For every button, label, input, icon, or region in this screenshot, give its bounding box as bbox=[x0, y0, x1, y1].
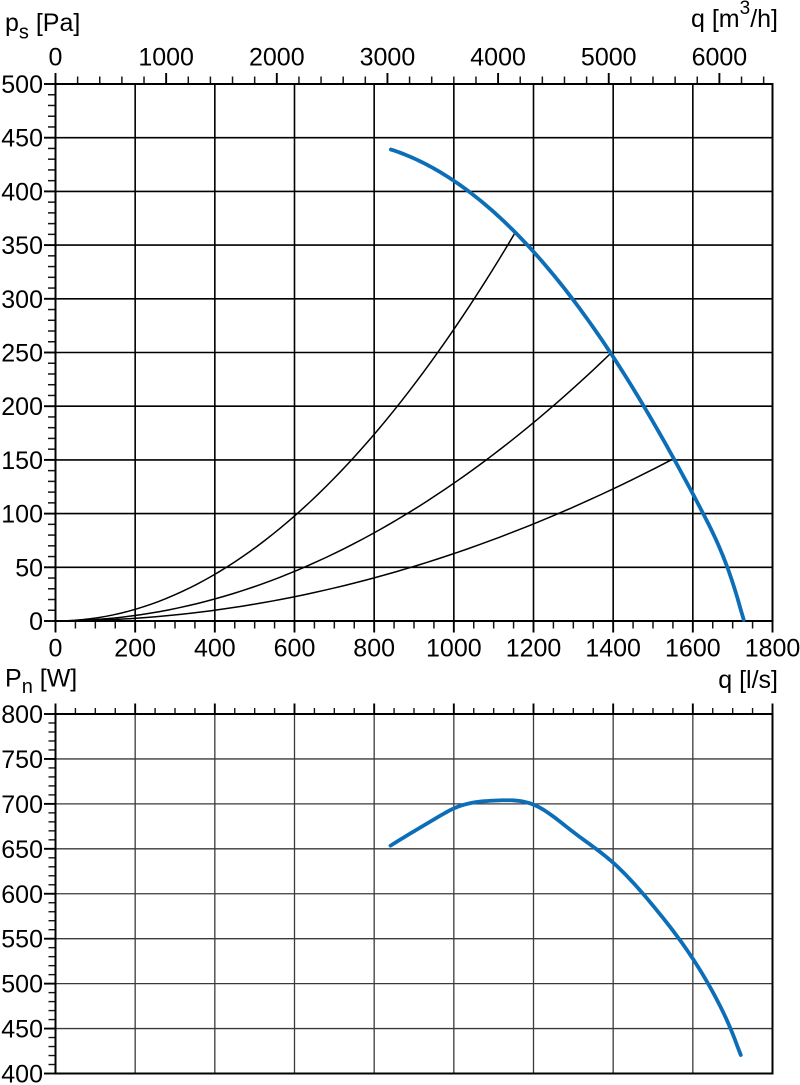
svg-text:600: 600 bbox=[1, 881, 43, 909]
svg-text:0: 0 bbox=[29, 608, 43, 636]
svg-text:700: 700 bbox=[1, 791, 43, 819]
svg-text:1600: 1600 bbox=[665, 635, 721, 663]
svg-text:750: 750 bbox=[1, 746, 43, 774]
svg-text:1400: 1400 bbox=[585, 635, 641, 663]
svg-text:400: 400 bbox=[1, 178, 43, 206]
svg-text:1000: 1000 bbox=[138, 44, 194, 72]
svg-text:450: 450 bbox=[1, 1016, 43, 1044]
svg-text:500: 500 bbox=[1, 971, 43, 999]
svg-text:3000: 3000 bbox=[360, 44, 416, 72]
svg-text:2000: 2000 bbox=[249, 44, 305, 72]
svg-text:550: 550 bbox=[1, 926, 43, 954]
svg-text:100: 100 bbox=[1, 501, 43, 529]
svg-text:50: 50 bbox=[15, 554, 43, 582]
svg-text:250: 250 bbox=[1, 340, 43, 368]
svg-text:6000: 6000 bbox=[692, 44, 748, 72]
svg-text:400: 400 bbox=[194, 635, 236, 663]
svg-text:q [l/s]: q [l/s] bbox=[718, 666, 778, 694]
svg-text:1200: 1200 bbox=[506, 635, 562, 663]
svg-text:0: 0 bbox=[49, 44, 63, 72]
svg-text:1000: 1000 bbox=[426, 635, 482, 663]
svg-text:5000: 5000 bbox=[581, 44, 637, 72]
svg-text:0: 0 bbox=[49, 635, 63, 663]
svg-text:Pn [W]: Pn [W] bbox=[5, 665, 77, 699]
svg-text:q [m3/h]: q [m3/h] bbox=[691, 0, 778, 33]
svg-text:400: 400 bbox=[1, 1061, 43, 1085]
svg-text:200: 200 bbox=[1, 393, 43, 421]
svg-text:1800: 1800 bbox=[745, 635, 800, 663]
svg-text:800: 800 bbox=[353, 635, 395, 663]
svg-text:800: 800 bbox=[1, 701, 43, 729]
svg-text:200: 200 bbox=[114, 635, 156, 663]
svg-text:300: 300 bbox=[1, 286, 43, 314]
svg-text:600: 600 bbox=[274, 635, 316, 663]
svg-text:500: 500 bbox=[1, 71, 43, 99]
svg-text:4000: 4000 bbox=[470, 44, 526, 72]
svg-text:650: 650 bbox=[1, 836, 43, 864]
svg-text:350: 350 bbox=[1, 232, 43, 260]
svg-text:450: 450 bbox=[1, 125, 43, 153]
svg-text:150: 150 bbox=[1, 447, 43, 475]
